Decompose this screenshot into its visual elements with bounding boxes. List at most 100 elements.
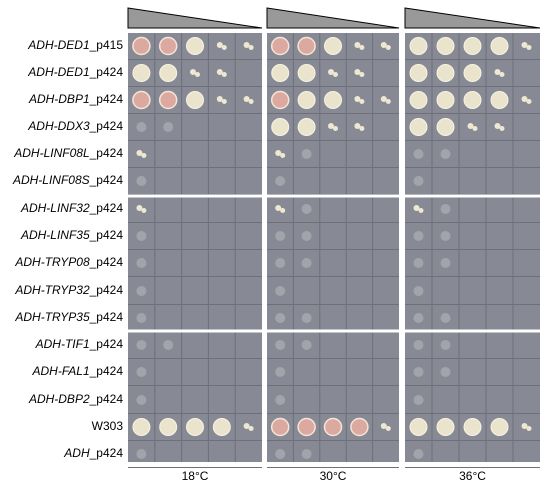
spot — [409, 64, 428, 82]
spot — [324, 37, 342, 55]
spot — [436, 418, 455, 436]
gene-name: ADH-LINF08L — [13, 146, 89, 160]
temperature-label: 36°C — [459, 469, 486, 483]
gene-name: ADH-LINF08S — [12, 173, 90, 187]
spot — [333, 126, 338, 131]
gene-name: ADH-TIF1 — [35, 337, 90, 351]
spot — [463, 91, 482, 109]
plasmid: _p424 — [89, 201, 124, 215]
spot — [297, 91, 316, 109]
spot — [301, 449, 312, 459]
spot — [463, 37, 482, 55]
spot — [413, 449, 424, 459]
spot — [490, 418, 509, 436]
spot — [440, 313, 451, 323]
plasmid: _p424 — [89, 283, 124, 297]
spot — [440, 340, 451, 350]
spot — [301, 313, 312, 323]
plasmid: _p424 — [89, 146, 124, 160]
separator — [405, 194, 540, 198]
spot — [275, 367, 286, 377]
spot — [380, 423, 387, 429]
spot — [354, 69, 361, 75]
spot — [248, 426, 254, 431]
spot — [221, 72, 227, 77]
spot — [436, 118, 455, 136]
spot — [413, 286, 424, 296]
gene-name: ADH-DED1 — [27, 38, 89, 52]
spot — [409, 91, 428, 109]
plasmid: _p424 — [89, 92, 124, 106]
spot — [354, 42, 361, 48]
spot — [275, 205, 282, 211]
spot — [275, 150, 282, 156]
spot — [297, 36, 316, 56]
spot — [301, 231, 312, 241]
spot — [186, 418, 204, 436]
spot — [136, 286, 147, 296]
spot — [270, 417, 290, 437]
spot — [301, 204, 312, 214]
spot — [521, 96, 528, 102]
gene-name: ADH-DBP1 — [28, 92, 90, 106]
spot — [275, 313, 286, 323]
spot — [271, 64, 290, 82]
spot — [354, 123, 361, 129]
spot — [409, 37, 428, 55]
spot — [463, 418, 482, 436]
separator — [405, 329, 540, 333]
spot — [440, 367, 451, 377]
spot — [354, 96, 361, 102]
spot — [136, 122, 147, 132]
spot — [243, 96, 250, 102]
spot — [136, 449, 147, 459]
spot — [324, 91, 342, 109]
spot — [195, 72, 200, 77]
spot — [521, 42, 528, 48]
spot — [440, 231, 451, 241]
spot — [216, 96, 223, 102]
gene-name: ADH-DDX3 — [27, 119, 90, 133]
strain-label: ADH-LINF32_p424 — [20, 201, 123, 215]
spot — [186, 37, 204, 55]
separator — [267, 329, 399, 333]
strain-label: ADH-TRYP32_p424 — [14, 283, 123, 297]
spot — [136, 205, 143, 211]
strain-label: ADH-DDX3_p424 — [27, 119, 123, 133]
spot — [521, 423, 528, 429]
strain-label: ADH-DBP1_p424 — [28, 92, 123, 106]
spot — [275, 258, 286, 268]
gene-name: ADH-TRYP35 — [14, 310, 90, 324]
spot — [275, 449, 286, 459]
spot — [141, 208, 147, 213]
spot — [159, 418, 178, 436]
spot — [163, 122, 174, 132]
spot — [328, 69, 334, 75]
spot — [436, 91, 455, 109]
spot — [359, 72, 365, 77]
spot — [243, 423, 250, 429]
spot — [297, 118, 316, 136]
spot — [380, 42, 387, 48]
separator — [267, 194, 399, 198]
spot — [494, 123, 501, 129]
gene-name: ADH-LINF32 — [20, 201, 90, 215]
spot — [418, 208, 424, 213]
spot — [385, 45, 391, 50]
spot — [526, 45, 532, 50]
dilution-triangle — [127, 7, 263, 29]
plasmid: _p424 — [89, 173, 124, 187]
spot — [359, 126, 365, 131]
gene-name: ADH-TRYP32 — [14, 283, 90, 297]
plasmid: _p424 — [89, 337, 124, 351]
gene-name: ADH-LINF35 — [20, 228, 90, 242]
strain-label: ADH-TRYP08_p424 — [14, 255, 123, 269]
plasmid: _p424 — [89, 119, 124, 133]
spot — [136, 313, 147, 323]
spot — [301, 340, 312, 350]
spot — [499, 72, 505, 77]
spot — [136, 150, 143, 156]
spot — [136, 176, 147, 186]
spot — [248, 99, 254, 104]
spot — [359, 45, 365, 50]
